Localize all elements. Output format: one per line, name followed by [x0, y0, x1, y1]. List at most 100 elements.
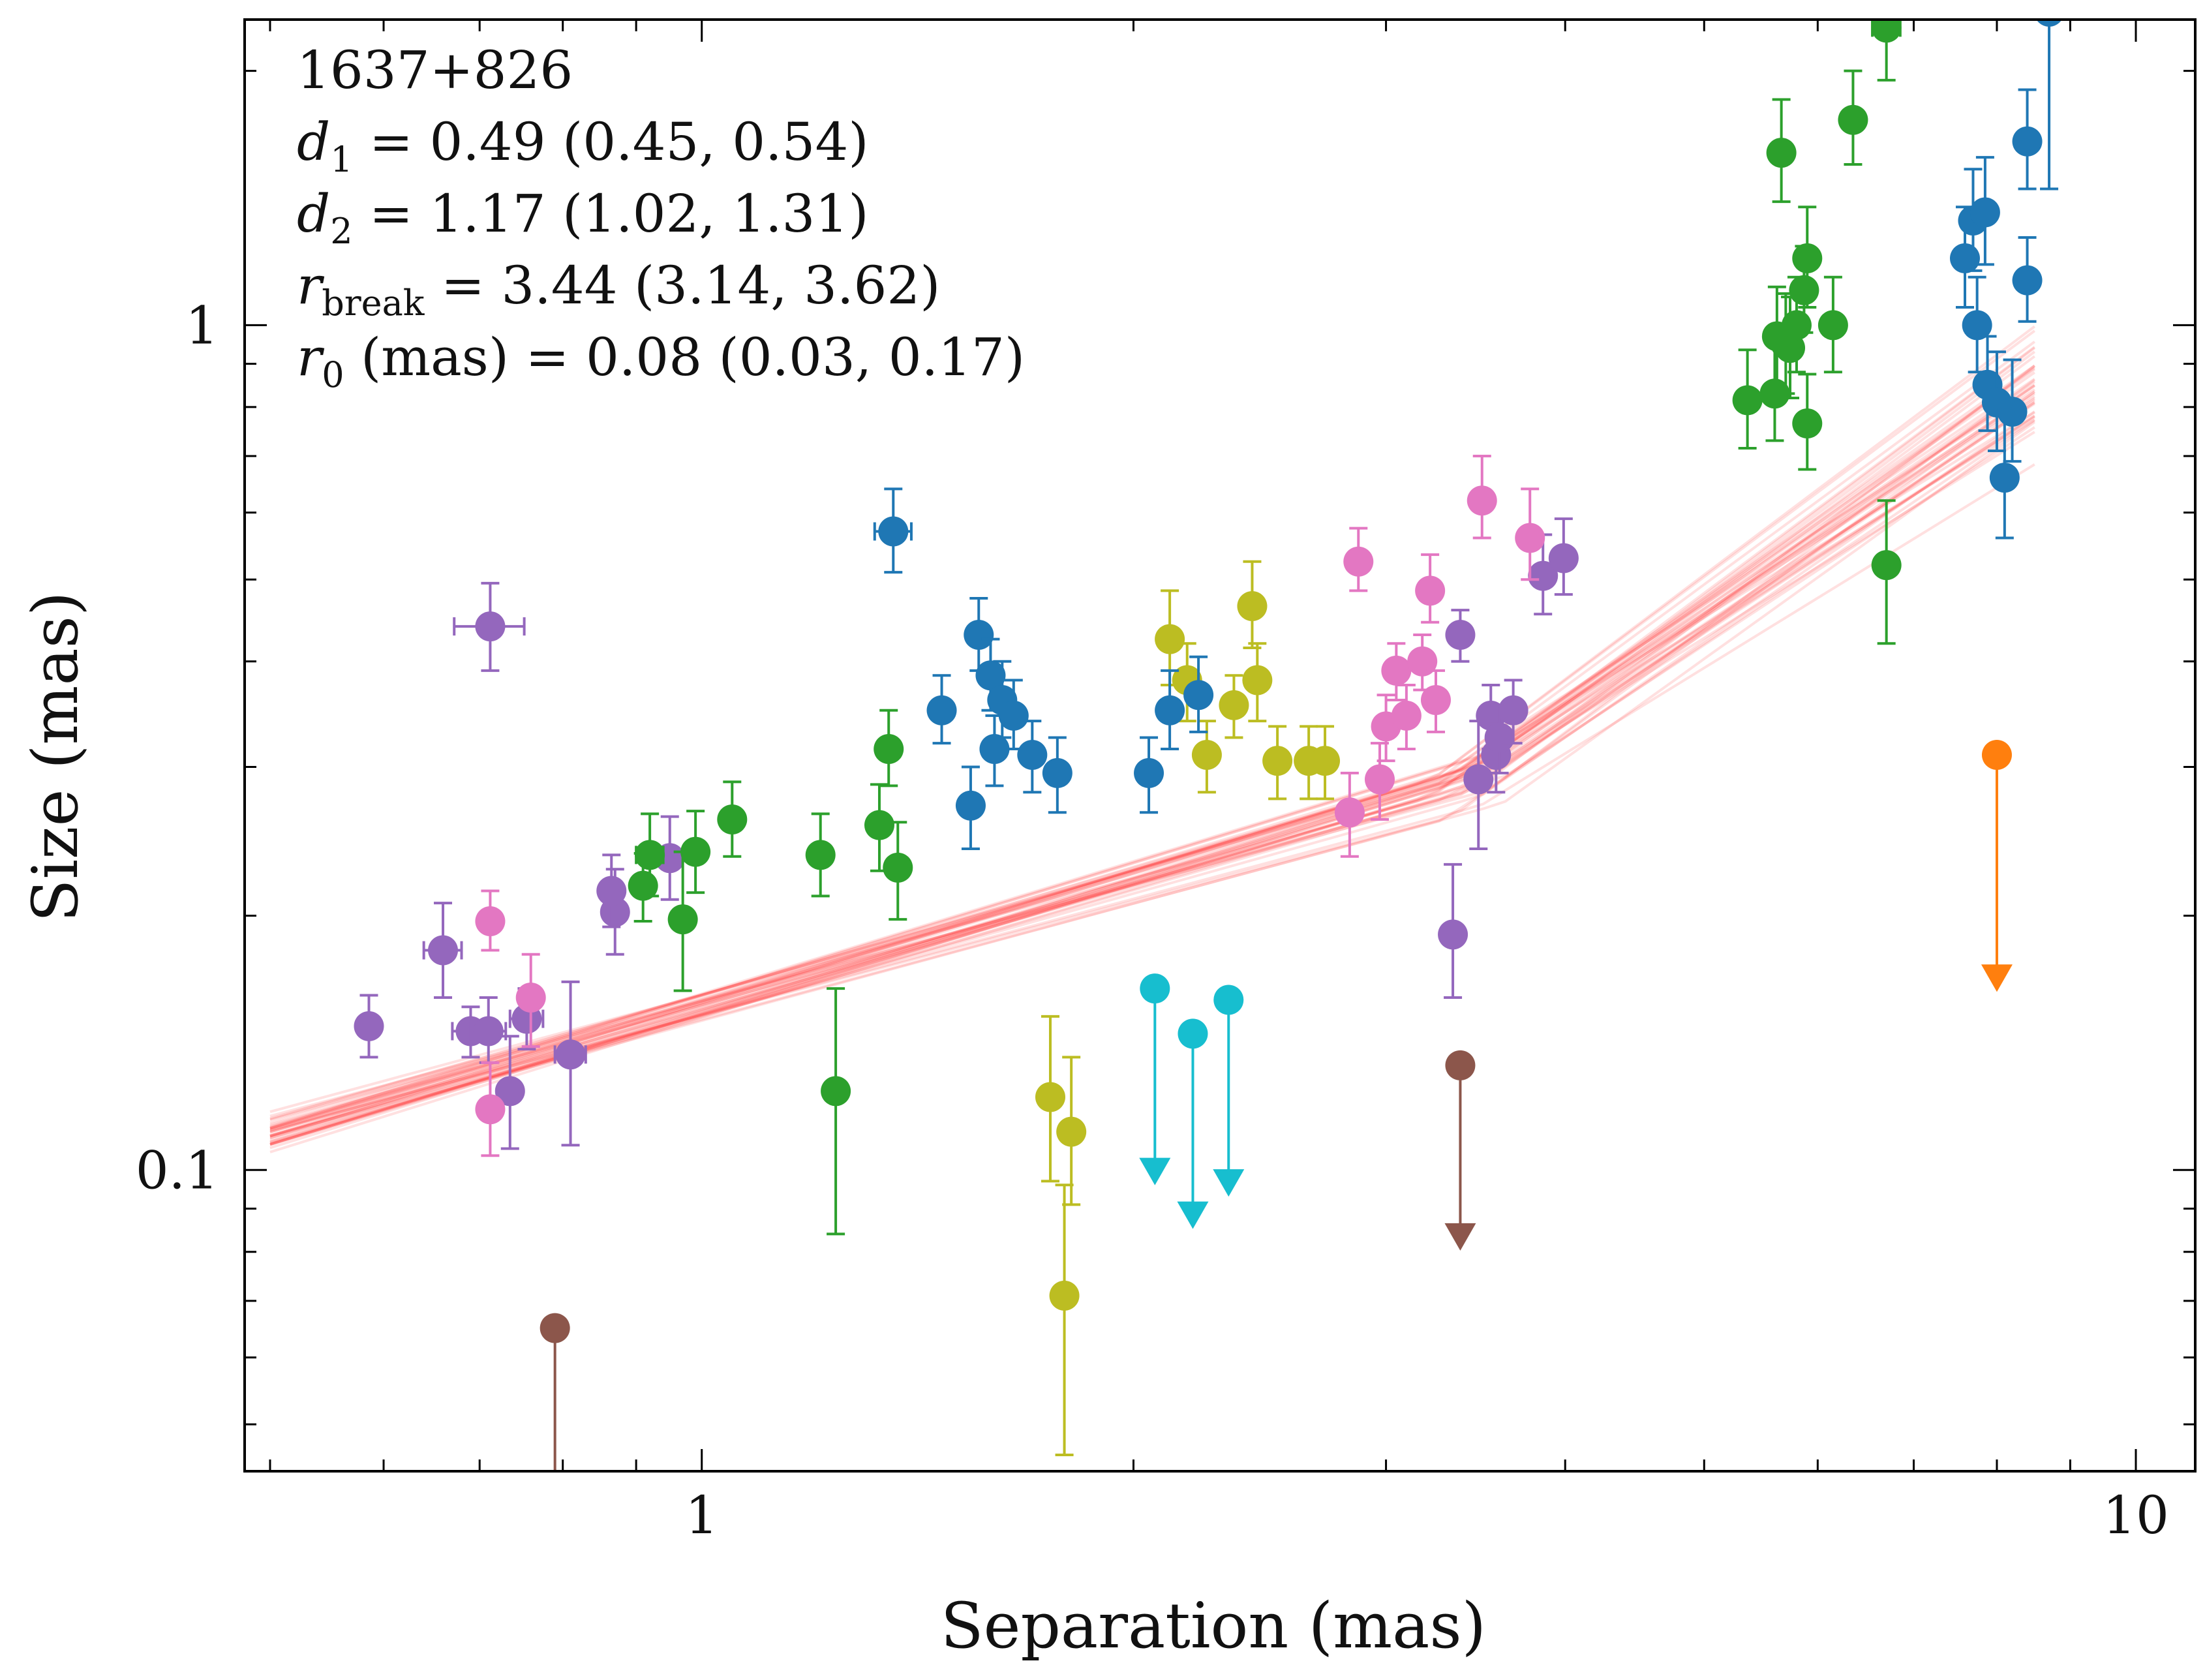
data-point	[1962, 310, 1992, 341]
data-point	[821, 1076, 851, 1107]
data-point	[878, 516, 909, 547]
model-sample-curve	[269, 388, 2035, 1129]
data-point	[1781, 310, 1812, 341]
data-point	[1191, 740, 1222, 771]
x-tick-label: 1	[685, 1485, 718, 1546]
data-point	[1219, 690, 1249, 720]
data-point	[1415, 575, 1446, 606]
data-point	[1950, 243, 1981, 273]
data-point	[1310, 746, 1341, 776]
annotation-source: 1637+826	[297, 40, 573, 100]
data-point	[680, 836, 711, 867]
model-sample-curve	[269, 325, 2036, 1124]
data-point	[975, 660, 1006, 691]
upper-limit-arrow	[1139, 1157, 1171, 1185]
y-tick-label: 1	[185, 295, 219, 356]
data-point	[1438, 919, 1468, 950]
data-point	[475, 611, 506, 642]
series-pink	[475, 454, 1545, 1157]
data-point	[473, 1016, 504, 1046]
model-sample-curve	[269, 355, 2035, 1128]
plot-frame	[243, 18, 2197, 1473]
data-point	[667, 904, 698, 935]
data-point	[475, 906, 506, 937]
data-point	[494, 1076, 525, 1107]
data-point	[1732, 385, 1763, 416]
data-point	[1420, 684, 1451, 715]
data-point	[1792, 243, 1823, 273]
data-point	[515, 982, 546, 1013]
data-point	[1871, 550, 1902, 581]
model-sample-curve	[269, 390, 2035, 1118]
data-point	[883, 852, 913, 883]
data-point	[1049, 1280, 1080, 1311]
data-point	[1391, 700, 1422, 731]
data-point	[2012, 265, 2043, 296]
y-tick-label: 0.1	[136, 1140, 219, 1200]
upper-limit-point	[1445, 1050, 1476, 1080]
data-point	[998, 700, 1029, 731]
upper-limits-cyan	[1139, 973, 1245, 1229]
model-sample-curve	[269, 329, 2035, 1130]
data-point	[1017, 740, 1048, 771]
upper-limit-arrow	[1981, 964, 2013, 992]
series-olive	[1035, 560, 1341, 1457]
data-point	[979, 734, 1010, 765]
data-point	[1871, 20, 1902, 43]
data-point	[926, 695, 957, 725]
data-point	[1242, 665, 1273, 695]
data-point	[1334, 797, 1365, 828]
annotation-d2: d2 = 1.17 (1.02, 1.31)	[297, 183, 869, 252]
data-point	[805, 840, 836, 870]
data-point	[1467, 485, 1497, 516]
model-sample-curve	[269, 371, 2035, 1131]
data-point	[1498, 695, 1528, 725]
data-point	[955, 790, 986, 821]
data-point	[1445, 620, 1476, 650]
data-point	[1548, 543, 1579, 573]
model-sample-curve	[269, 365, 2036, 1122]
upper-limit-arrow	[1444, 1223, 1476, 1251]
data-point	[1997, 396, 2028, 427]
upper-limit-point	[1213, 985, 1244, 1015]
x-axis-title: Separation (mas)	[941, 1589, 1486, 1662]
axes: 1 10 0.1 1	[136, 18, 2197, 1546]
data-point	[2036, 20, 2062, 27]
data-point	[1183, 680, 1214, 710]
data-point	[428, 935, 459, 966]
y-axis-title: Size (mas)	[19, 592, 92, 923]
data-point	[635, 840, 665, 870]
data-point	[475, 1094, 506, 1125]
data-point	[596, 876, 627, 906]
data-point	[864, 810, 894, 840]
upper-limit-arrow	[1177, 1201, 1209, 1229]
data-point	[1484, 722, 1515, 753]
series-green	[628, 20, 1902, 1236]
data-point	[1035, 1082, 1065, 1112]
annotation-r0: r0 (mas) = 0.08 (0.03, 0.17)	[297, 327, 1025, 395]
upper-limits-orange	[1981, 740, 2013, 992]
data-point	[1989, 463, 2020, 493]
data-point	[1838, 104, 1868, 135]
annotation-box: 1637+826 d1 = 0.49 (0.45, 0.54) d2 = 1.1…	[297, 40, 1025, 395]
upper-limit-point	[1140, 973, 1170, 1004]
model-sample-curve	[269, 350, 2035, 1129]
x-tick-label: 10	[2103, 1485, 2169, 1546]
upper-limits-brown	[540, 1050, 1476, 1471]
model-sample-curve	[269, 380, 2035, 1114]
data-point	[1155, 624, 1185, 654]
data-point	[717, 804, 748, 834]
data-point	[1792, 408, 1823, 439]
model-sample-curve	[269, 364, 2035, 1120]
data-point	[1056, 1116, 1087, 1147]
model-sample-curve	[269, 411, 2035, 1121]
data-point	[354, 1011, 384, 1041]
data-point	[1817, 310, 1848, 341]
data-point	[1528, 560, 1559, 591]
data-point	[1789, 275, 1819, 305]
data-point	[2012, 126, 2043, 157]
data-point	[1766, 138, 1797, 168]
data-point	[1463, 764, 1494, 795]
